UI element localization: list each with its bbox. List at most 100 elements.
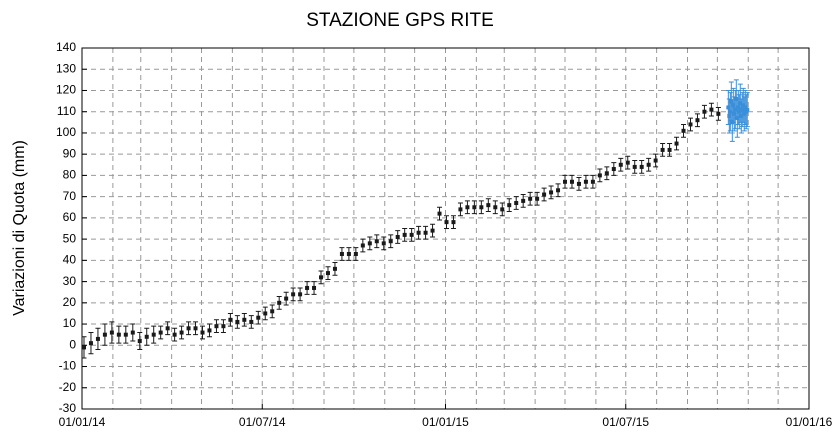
data-point [353,251,358,256]
data-point [360,243,365,248]
data-point [667,147,672,152]
data-point [109,330,114,335]
data-point [165,326,170,331]
data-point [604,171,609,176]
data-point [102,332,107,337]
data-point [270,309,275,314]
data-point [291,292,296,297]
data-point [263,311,268,316]
data-point [144,334,149,339]
data-point [284,296,289,301]
data-point [611,167,616,172]
y-tick-label: 50 [63,231,77,245]
data-point [395,234,400,239]
data-point [381,241,386,246]
data-point [179,330,184,335]
data-point [549,190,554,195]
data-point [695,118,700,123]
data-point [325,271,330,276]
data-point [731,103,736,108]
data-point [521,198,526,203]
data-point [688,122,693,127]
data-point [738,101,743,106]
data-point [458,207,463,212]
data-point [277,300,282,305]
chart-title: STAZIONE GPS RITE [306,10,494,31]
y-tick-label: 120 [56,83,76,97]
data-point [735,116,740,121]
data-point [158,330,163,335]
data-point [346,251,351,256]
data-point [221,324,226,329]
y-tick-label: 10 [63,316,77,330]
data-point [590,179,595,184]
data-point [193,326,198,331]
data-point [332,266,337,271]
data-point [625,160,630,165]
x-tick-label: 01/01/16 [786,415,833,429]
y-tick-label: 30 [63,274,77,288]
data-point [465,205,470,210]
data-point [228,317,233,322]
data-point [130,330,135,335]
data-point [639,164,644,169]
y-tick-label: -10 [59,359,77,373]
data-point [249,319,254,324]
data-point [214,324,219,329]
data-point [742,111,747,116]
data-point [569,179,574,184]
data-point [745,107,750,112]
data-point [528,196,533,201]
data-point [739,113,744,118]
y-tick-label: 70 [63,189,77,203]
data-point [542,192,547,197]
data-point [493,205,498,210]
data-point [402,232,407,237]
data-point [740,107,745,112]
data-point [186,326,191,331]
data-point [242,317,247,322]
data-point [733,107,738,112]
data-point [451,220,456,225]
data-point [116,332,121,337]
data-point [437,211,442,216]
data-point [374,239,379,244]
data-point [727,113,732,118]
data-point [430,228,435,233]
data-point [486,203,491,208]
data-point [514,201,519,206]
data-point [741,103,746,108]
data-point [732,111,737,116]
y-tick-label: 80 [63,168,77,182]
data-point [200,330,205,335]
data-point [319,275,324,280]
y-tick-label: -30 [59,401,77,415]
data-point [507,203,512,208]
plot-frame [81,47,810,410]
data-point [576,181,581,186]
data-point [726,105,731,110]
data-point [423,230,428,235]
data-point [702,109,707,114]
data-point [646,162,651,167]
data-point [388,239,393,244]
data-point [235,319,240,324]
y-axis-label: Variazioni di Quota (mm) [11,140,28,316]
data-point [305,285,310,290]
x-tick-label: 01/01/15 [422,415,469,429]
data-point [709,107,714,112]
data-point [123,332,128,337]
data-point [681,128,686,133]
y-tick-label: 20 [63,295,77,309]
data-point [95,336,100,341]
data-point [728,109,733,114]
data-point [632,164,637,169]
data-point [535,196,540,201]
data-point [312,285,317,290]
data-point [563,179,568,184]
data-point [583,179,588,184]
y-tick-label: 100 [56,125,76,139]
data-point [500,207,505,212]
data-point [556,188,561,193]
